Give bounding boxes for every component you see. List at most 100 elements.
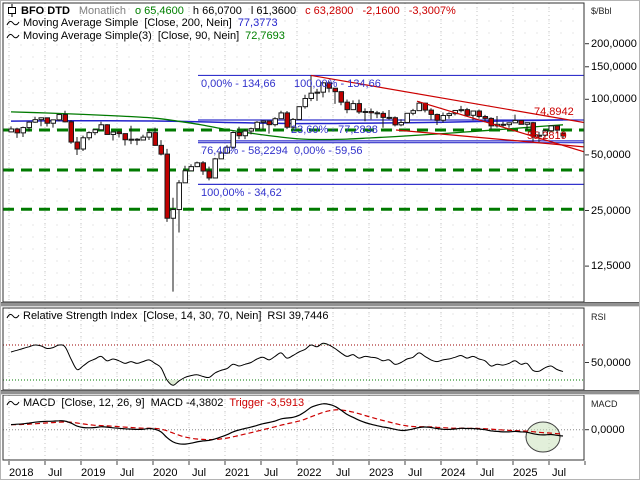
- instrument-header[interactable]: BFO DTD Monatlich o 65,4600 h 66,0700 l …: [6, 4, 465, 17]
- candle-body: [380, 112, 386, 118]
- symbol-label: BFO DTD: [21, 4, 70, 17]
- trend-value-label: 74,8942: [534, 106, 574, 118]
- candle-body: [302, 98, 308, 108]
- trend-line: [416, 100, 584, 153]
- candle-body: [152, 132, 158, 146]
- candle-body: [182, 170, 188, 184]
- candle-body: [398, 121, 404, 126]
- candle-body: [350, 103, 356, 111]
- candle-body: [392, 117, 398, 126]
- candle-body: [368, 110, 374, 114]
- ma200-line: [10, 119, 564, 125]
- indicator-name: Moving Average Simple(3): [23, 30, 152, 42]
- candle-body: [404, 112, 410, 123]
- rsi-overbought-fill: [35, 343, 329, 345]
- candle-body: [158, 144, 164, 155]
- candle-body: [464, 109, 470, 116]
- candle-body: [536, 134, 542, 137]
- indicator-params: [Close, 200, Nein]: [144, 17, 232, 29]
- close-value: c 63,2800: [305, 4, 354, 17]
- price-tick-label: 200,0000: [591, 37, 637, 50]
- candle-body: [446, 113, 452, 117]
- indicator-row[interactable]: Moving Average Simple [Close, 200, Nein] 7…: [6, 17, 287, 29]
- wave-icon: [6, 18, 20, 28]
- candle-body: [332, 87, 338, 93]
- time-axis-label: 2022: [297, 467, 322, 479]
- price-tick-label: 25,0000: [591, 204, 631, 217]
- rsi-splitter[interactable]: [1, 302, 639, 307]
- rsi-params: [Close, 14, 30, 70, Nein]: [143, 310, 262, 322]
- trend-line: [395, 129, 584, 148]
- candle-body: [356, 103, 362, 113]
- main-chart-panel[interactable]: [3, 3, 584, 302]
- candle-body: [86, 132, 92, 139]
- candle-body: [386, 116, 392, 119]
- price-tick-label: 100,0000: [591, 93, 637, 106]
- candle-body: [164, 153, 170, 219]
- high-value: h 66,0700: [192, 4, 242, 17]
- low-value: l 61,3600: [250, 4, 297, 17]
- candle-body: [290, 118, 296, 128]
- candle-body: [260, 120, 266, 123]
- fib-label: 76,40% - 58,2294: [201, 145, 288, 157]
- candle-body: [176, 182, 182, 211]
- candle-body: [524, 122, 530, 125]
- candle-body: [254, 121, 260, 130]
- rsi-tick-label: 50,0000: [591, 356, 631, 369]
- macd-header[interactable]: MACD [Close, 12, 26, 9] MACD -4,3802 Tri…: [6, 397, 313, 409]
- time-axis-label: Jul: [408, 467, 423, 479]
- candle-body: [362, 110, 368, 113]
- candle-body: [338, 91, 344, 103]
- candle-body: [542, 130, 548, 136]
- indicator-row[interactable]: Moving Average Simple(3) [Close, 90, Nein…: [6, 30, 294, 42]
- trend-value-label: 55,2819: [527, 130, 567, 142]
- indicator-params: [Close, 90, Nein]: [157, 30, 240, 42]
- price-tick-label: 150,0000: [591, 60, 637, 73]
- candle-body: [110, 131, 116, 135]
- candle-body: [122, 133, 128, 141]
- candle-body: [434, 113, 440, 121]
- candlestick-icon: [6, 4, 18, 17]
- candle-body: [146, 132, 152, 138]
- macd-splitter[interactable]: [1, 390, 639, 395]
- candle-body: [14, 128, 20, 134]
- rsi-header[interactable]: Relative Strength Index [Close, 14, 30, …: [6, 310, 338, 322]
- time-axis-label: 2024: [441, 467, 466, 479]
- open-value: o 65,4600: [134, 4, 184, 17]
- candle-body: [236, 132, 242, 137]
- time-axis-label: Jul: [552, 467, 567, 479]
- candle-body: [170, 209, 176, 219]
- candle-body: [488, 117, 494, 127]
- candle-body: [470, 110, 476, 116]
- rsi-panel[interactable]: [3, 308, 584, 390]
- candle-body: [92, 129, 98, 134]
- candle-body: [518, 119, 524, 125]
- macd-line: [10, 403, 564, 445]
- macd-highlight-circle: [525, 421, 561, 453]
- indicator-name: Moving Average Simple: [23, 17, 139, 29]
- candle-body: [266, 120, 272, 126]
- candle-body: [374, 112, 380, 115]
- candle-body: [326, 82, 332, 89]
- indicator-value: 77,3773: [237, 17, 278, 29]
- rsi-value: RSI 39,7446: [267, 310, 329, 322]
- candle-body: [188, 166, 194, 172]
- candle-body: [482, 116, 488, 119]
- change-value: -2,1600: [362, 4, 400, 17]
- macd-trigger-value: Trigger -3,5913: [229, 397, 305, 409]
- candle-body: [248, 128, 254, 132]
- price-axis-unit: $/Bbl: [591, 6, 612, 16]
- candle-body: [440, 115, 446, 121]
- candle-body: [8, 128, 14, 133]
- candle-body: [548, 125, 554, 132]
- candle-body: [224, 146, 230, 154]
- candle-body: [62, 114, 68, 123]
- candle-body: [416, 102, 422, 112]
- candle-body: [278, 112, 284, 120]
- wave-icon: [6, 31, 20, 41]
- time-axis-label: 2025: [513, 467, 538, 479]
- candle-body: [554, 125, 560, 131]
- candle-body: [230, 132, 236, 148]
- candle-body: [296, 106, 302, 120]
